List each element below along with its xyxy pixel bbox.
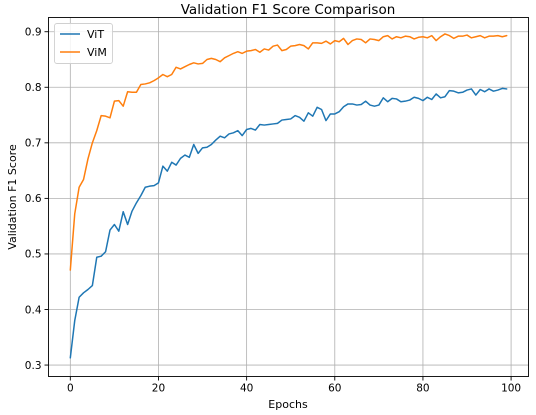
y-tick-label: 0.9 [25, 27, 42, 39]
x-tick-label: 60 [328, 383, 341, 395]
y-tick-label: 0.5 [25, 249, 42, 261]
y-tick-label: 0.4 [25, 304, 42, 316]
x-tick-label: 0 [67, 383, 74, 395]
grid-lines [48, 17, 529, 377]
x-tick-label: 80 [416, 383, 429, 395]
plot-area-frame [48, 17, 529, 377]
y-tick-label: 0.7 [25, 138, 42, 150]
y-axis-label: Validation F1 Score [6, 144, 19, 250]
legend-label-vim: ViM [87, 46, 107, 59]
x-axis-label: Epochs [268, 398, 308, 411]
y-tick-label: 0.6 [25, 193, 42, 205]
chart-title: Validation F1 Score Comparison [181, 2, 396, 18]
series-layer [69, 33, 508, 359]
x-tick-label: 40 [240, 383, 253, 395]
series-line-vit [69, 87, 508, 359]
legend: ViT ViM [54, 23, 113, 64]
x-tick-label: 20 [152, 383, 165, 395]
legend-label-vit: ViT [87, 28, 104, 41]
y-tick-label: 0.8 [25, 82, 42, 94]
x-axis-ticks: 0 20 40 60 80 100 [67, 376, 521, 395]
x-tick-label: 100 [501, 383, 521, 395]
y-tick-label: 0.3 [25, 360, 42, 372]
y-axis-ticks: 0.3 0.4 0.5 0.6 0.7 0.8 0.9 [25, 27, 49, 372]
series-line-vim [69, 33, 508, 271]
